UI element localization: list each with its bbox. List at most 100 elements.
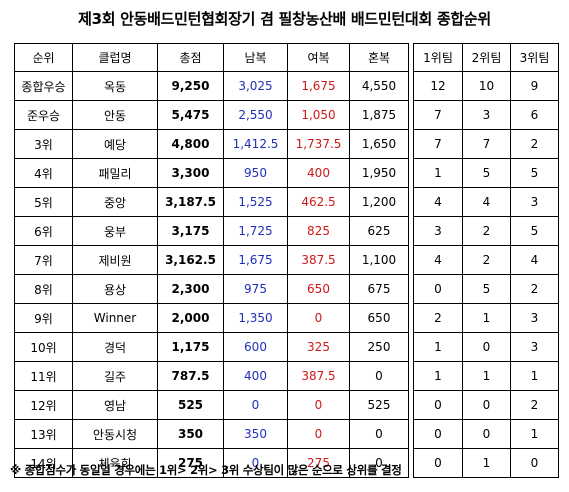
header-rank: 순위 — [14, 43, 73, 72]
total-cell: 5,475 — [157, 100, 224, 130]
team2-count-cell: 2 — [462, 216, 511, 246]
rank-cell: 3위 — [14, 129, 73, 159]
mixed-doubles-cell: 250 — [349, 332, 409, 362]
team2-count-cell: 7 — [462, 129, 511, 159]
womens-doubles-cell: 275 — [287, 448, 350, 478]
rank-cell: 종합우승 — [14, 71, 73, 101]
total-cell: 3,300 — [157, 158, 224, 188]
team-count-table: 1위팀 2위팀 3위팀 12 10 9 7 3 6 7 7 2 1 5 5 4 4 3 3 2 5 4 2 4 0 5 2 2 1… — [413, 43, 559, 478]
rank-cell: 8위 — [14, 274, 73, 304]
team2-count-cell: 1 — [462, 303, 511, 333]
club-cell: Winner — [72, 303, 158, 333]
team-table-row: 12 10 9 — [413, 71, 559, 101]
mens-doubles-cell: 1,675 — [223, 245, 288, 275]
total-cell: 4,800 — [157, 129, 224, 159]
total-cell: 2,300 — [157, 274, 224, 304]
team1-count-cell: 12 — [413, 71, 463, 101]
mens-doubles-cell: 0 — [223, 448, 288, 478]
team3-count-cell: 3 — [510, 187, 559, 217]
team-header-row: 1위팀 2위팀 3위팀 — [413, 43, 559, 72]
rank-cell: 11위 — [14, 361, 73, 391]
team3-count-cell: 6 — [510, 100, 559, 130]
team1-count-cell: 0 — [413, 390, 463, 420]
rank-cell: 10위 — [14, 332, 73, 362]
rank-cell: 4위 — [14, 158, 73, 188]
header-total: 총점 — [157, 43, 224, 72]
table-row: 7위 제비원 3,162.5 1,675 387.5 1,100 — [14, 245, 409, 275]
footnote: ※ 종합점수가 동일일 경우에는 1위> 2위> 3위 수상팀이 많은 순으로 … — [10, 463, 402, 477]
total-cell: 1,175 — [157, 332, 224, 362]
womens-doubles-cell: 400 — [287, 158, 350, 188]
team3-count-cell: 0 — [510, 448, 559, 478]
mens-doubles-cell: 0 — [223, 390, 288, 420]
mixed-doubles-cell: 1,875 — [349, 100, 409, 130]
mixed-doubles-cell: 0 — [349, 448, 409, 478]
team1-count-cell: 0 — [413, 274, 463, 304]
team3-count-cell: 1 — [510, 361, 559, 391]
club-cell: 옥동 — [72, 71, 158, 101]
team3-count-cell: 4 — [510, 245, 559, 275]
team3-count-cell: 2 — [510, 390, 559, 420]
womens-doubles-cell: 650 — [287, 274, 350, 304]
page-title: 제3회 안동배드민턴협회장기 겸 필창농산배 배드민턴대회 종합순위 — [78, 10, 491, 28]
table-row: 9위 Winner 2,000 1,350 0 650 — [14, 303, 409, 333]
mixed-doubles-cell: 650 — [349, 303, 409, 333]
womens-doubles-cell: 0 — [287, 419, 350, 449]
team1-count-cell: 1 — [413, 158, 463, 188]
table-row: 12위 영남 525 0 0 525 — [14, 390, 409, 420]
header-team3: 3위팀 — [510, 43, 559, 72]
mixed-doubles-cell: 4,550 — [349, 71, 409, 101]
header-womens-doubles: 여복 — [287, 43, 350, 72]
womens-doubles-cell: 387.5 — [287, 245, 350, 275]
rank-cell: 13위 — [14, 419, 73, 449]
club-cell: 영남 — [72, 390, 158, 420]
womens-doubles-cell: 0 — [287, 390, 350, 420]
mixed-doubles-cell: 625 — [349, 216, 409, 246]
total-cell: 3,162.5 — [157, 245, 224, 275]
mens-doubles-cell: 1,412.5 — [223, 129, 288, 159]
team2-count-cell: 1 — [462, 361, 511, 391]
mixed-doubles-cell: 0 — [349, 419, 409, 449]
team1-count-cell: 7 — [413, 129, 463, 159]
header-row: 순위 클럽명 총점 남복 여복 혼복 — [14, 43, 409, 72]
header-club: 클럽명 — [72, 43, 158, 72]
team2-count-cell: 4 — [462, 187, 511, 217]
mens-doubles-cell: 975 — [223, 274, 288, 304]
header-mens-doubles: 남복 — [223, 43, 288, 72]
team1-count-cell: 4 — [413, 187, 463, 217]
total-cell: 525 — [157, 390, 224, 420]
mixed-doubles-cell: 0 — [349, 361, 409, 391]
total-cell: 3,175 — [157, 216, 224, 246]
womens-doubles-cell: 825 — [287, 216, 350, 246]
rank-cell: 5위 — [14, 187, 73, 217]
club-cell: 체육회 — [72, 448, 158, 478]
rank-cell: 7위 — [14, 245, 73, 275]
mens-doubles-cell: 600 — [223, 332, 288, 362]
womens-doubles-cell: 0 — [287, 303, 350, 333]
club-cell: 경덕 — [72, 332, 158, 362]
team2-count-cell: 3 — [462, 100, 511, 130]
mens-doubles-cell: 2,550 — [223, 100, 288, 130]
womens-doubles-cell: 387.5 — [287, 361, 350, 391]
team1-count-cell: 0 — [413, 448, 463, 478]
team3-count-cell: 3 — [510, 303, 559, 333]
rank-cell: 9위 — [14, 303, 73, 333]
team3-count-cell: 5 — [510, 158, 559, 188]
team2-count-cell: 5 — [462, 158, 511, 188]
womens-doubles-cell: 1,737.5 — [287, 129, 350, 159]
total-cell: 3,187.5 — [157, 187, 224, 217]
mens-doubles-cell: 3,025 — [223, 71, 288, 101]
table-row: 8위 용상 2,300 975 650 675 — [14, 274, 409, 304]
header-team1: 1위팀 — [413, 43, 463, 72]
mixed-doubles-cell: 1,200 — [349, 187, 409, 217]
